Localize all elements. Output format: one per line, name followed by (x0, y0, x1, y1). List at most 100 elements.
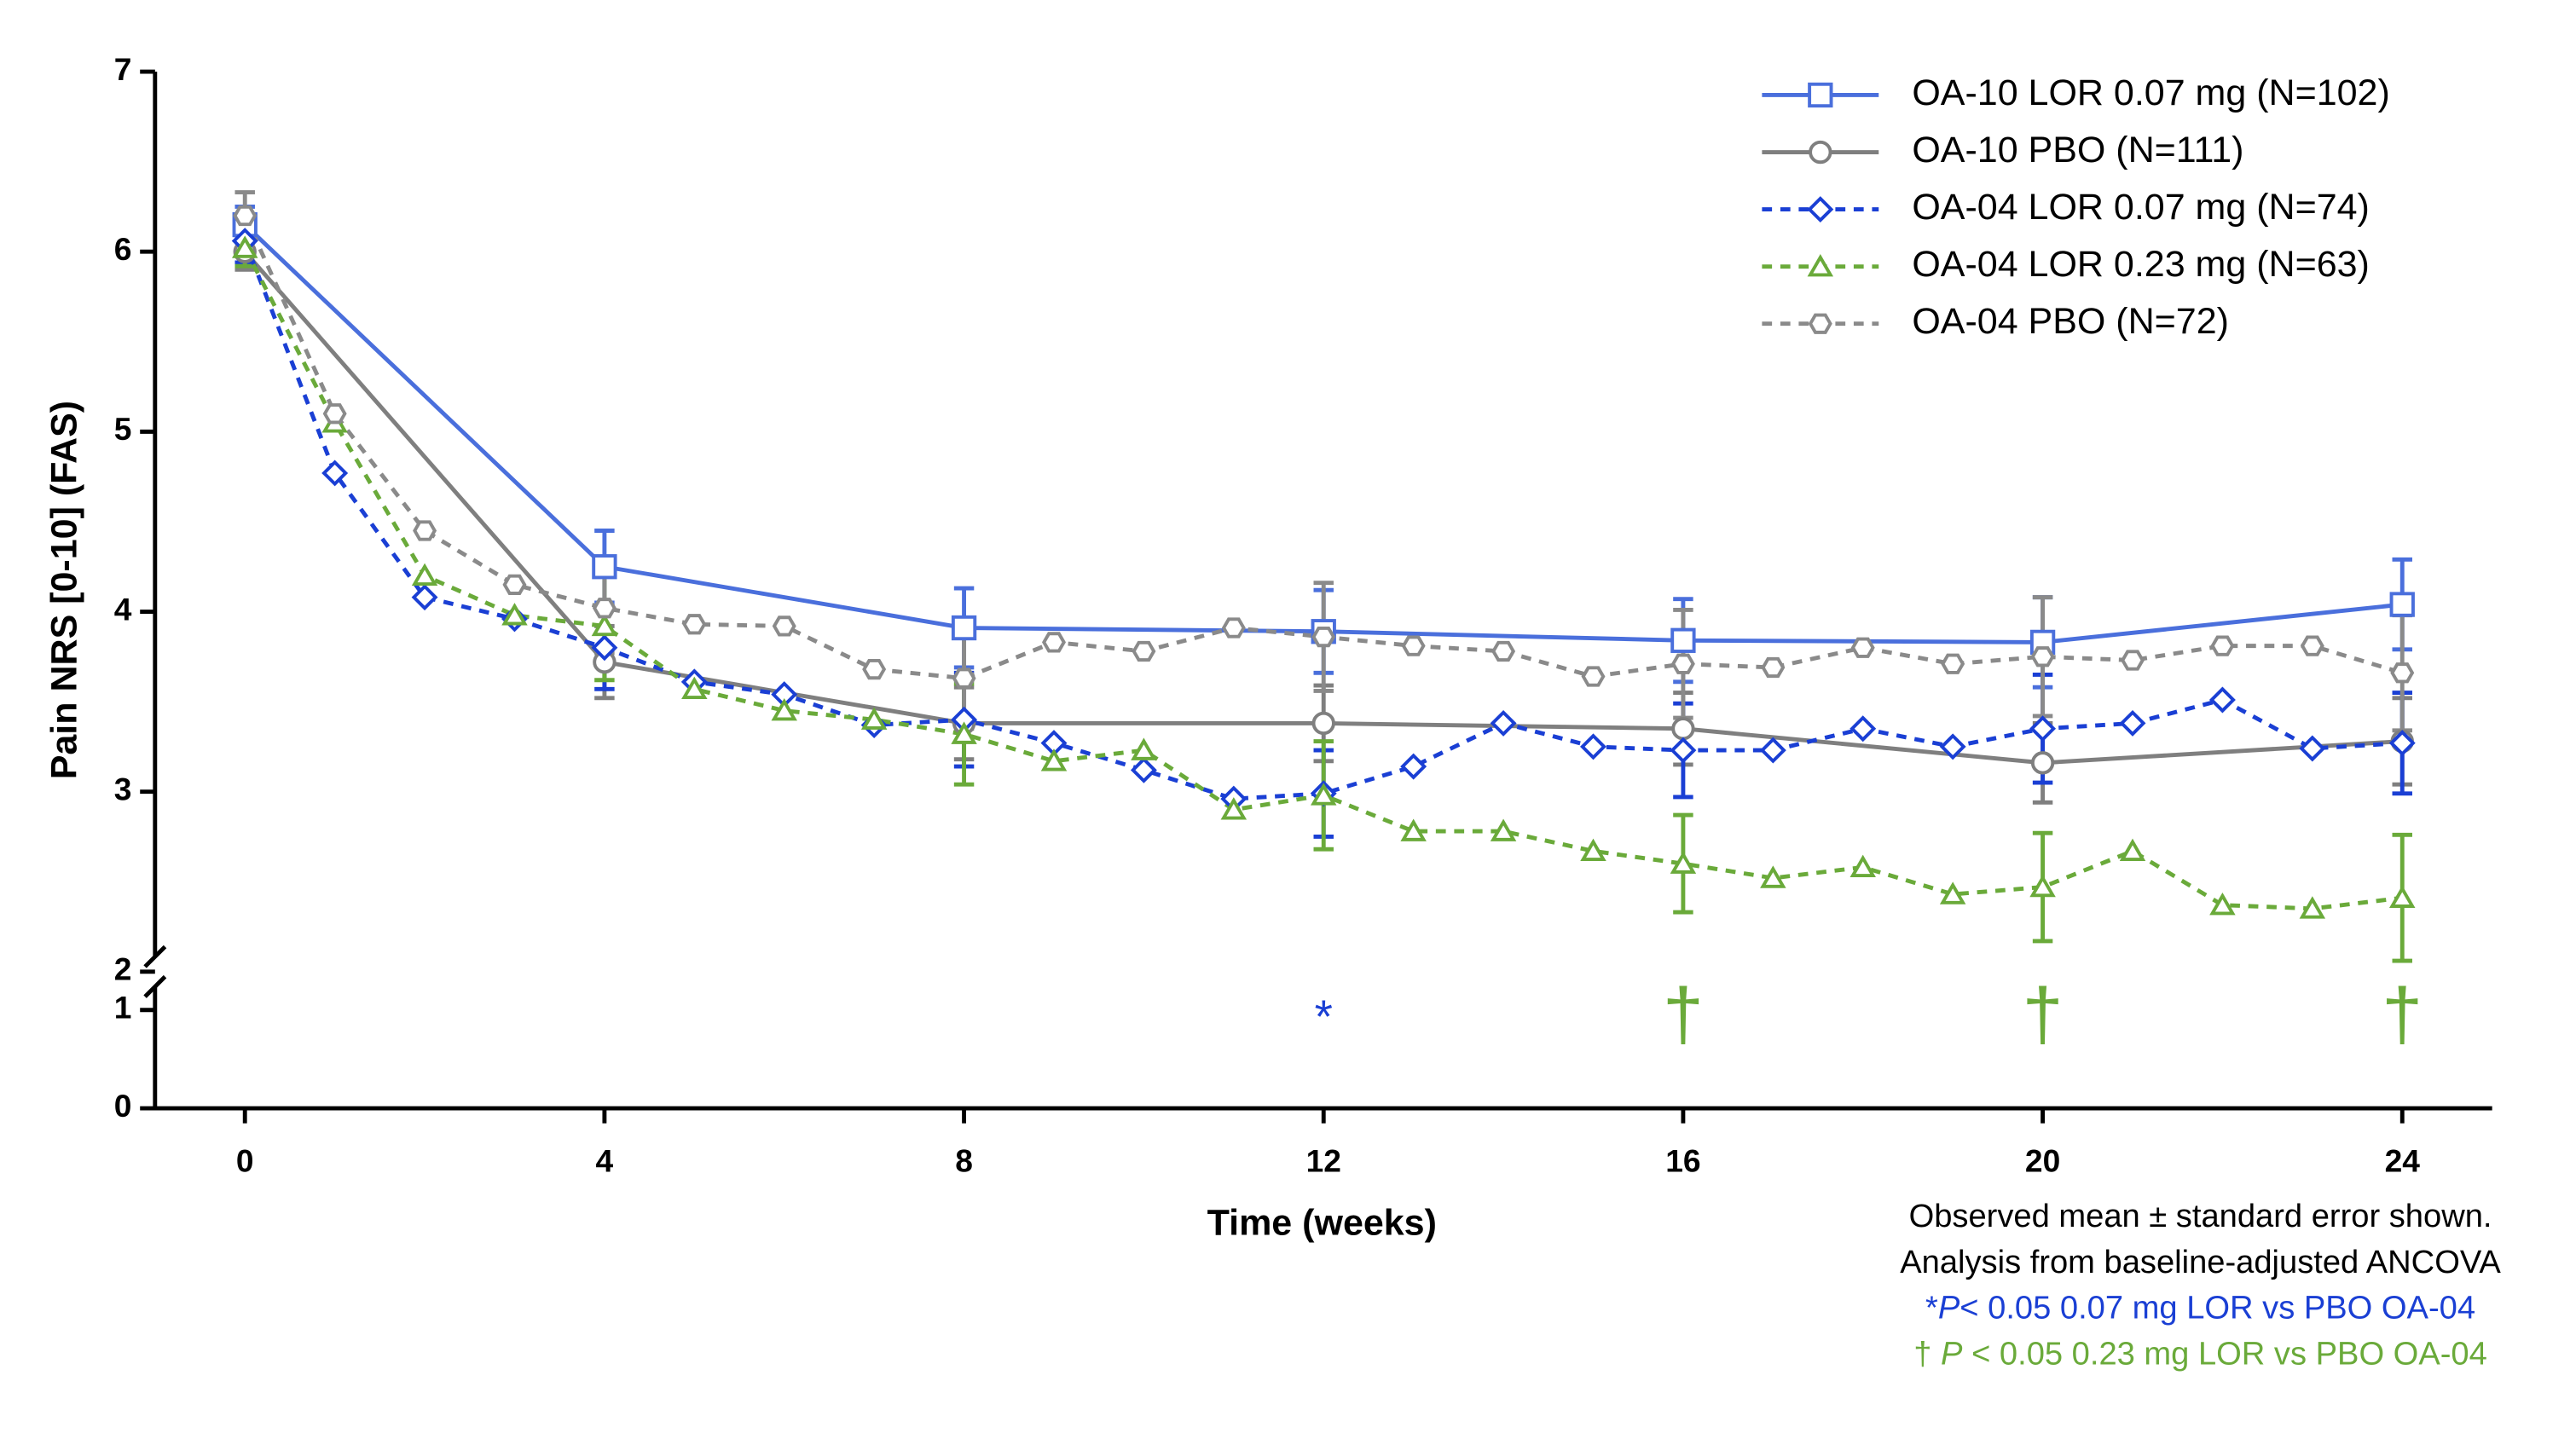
legend-label: OA-04 LOR 0.07 mg (N=74) (1912, 187, 2370, 228)
legend-label: OA-04 LOR 0.23 mg (N=63) (1912, 244, 2370, 285)
significance-mark: * (1315, 990, 1333, 1043)
legend-marker (1808, 313, 1832, 334)
marker (951, 706, 978, 733)
x-tick-label: 0 (236, 1142, 254, 1178)
y-tick-label: 5 (114, 411, 132, 447)
marker (2388, 885, 2416, 908)
marker (2300, 635, 2324, 656)
marker (411, 584, 438, 611)
marker (681, 676, 708, 700)
marker (2390, 662, 2415, 684)
marker (1311, 783, 1337, 806)
x-tick-label: 20 (2025, 1142, 2060, 1178)
marker (1759, 737, 1786, 764)
marker (1581, 666, 1606, 687)
marker (951, 721, 977, 744)
x-tick-label: 16 (1665, 1142, 1700, 1178)
marker (1939, 733, 1966, 760)
y-tick-label: 0 (114, 1088, 132, 1124)
marker (591, 634, 618, 662)
marker (2209, 893, 2236, 916)
marker (2210, 635, 2235, 656)
footnote-part: * (1925, 1290, 1938, 1326)
legend-marker (1808, 82, 1833, 108)
legend-label: OA-10 PBO (N=111) (1912, 130, 2243, 170)
marker (952, 667, 976, 689)
marker (1040, 748, 1068, 772)
marker (771, 681, 798, 708)
marker (1941, 653, 1965, 674)
marker (322, 403, 347, 425)
footnote-part: P (1941, 1335, 1963, 1372)
marker (1220, 797, 1247, 820)
marker (2119, 709, 2146, 737)
marker (1311, 711, 1335, 736)
footnote-part: P (1938, 1290, 1960, 1326)
y-tick-label: 3 (114, 771, 132, 806)
marker (2208, 686, 2236, 714)
marker (682, 614, 707, 635)
marker (501, 603, 528, 626)
marker (2389, 592, 2415, 617)
marker (1670, 627, 1696, 653)
significance-mark: † (1663, 974, 1704, 1055)
marker (1132, 640, 1156, 662)
marker (1670, 653, 1695, 674)
y-tick-label: 2 (114, 951, 132, 987)
y-tick-label: 7 (114, 51, 132, 87)
marker (2299, 896, 2326, 919)
marker (1400, 818, 1427, 841)
marker (592, 598, 617, 619)
marker (1131, 737, 1157, 760)
footnote: Observed mean ± standard error shown. (1909, 1198, 2492, 1234)
footnote-part: Observed mean ± standard error shown. (1909, 1198, 2492, 1234)
marker (231, 235, 258, 258)
marker (233, 205, 258, 227)
marker (1490, 709, 1517, 737)
marker (2029, 874, 2056, 898)
footnote-part: < 0.05 0.07 mg LOR vs PBO OA-04 (1959, 1290, 2475, 1326)
marker (1939, 881, 1966, 904)
marker (1311, 626, 1336, 648)
marker (2030, 646, 2055, 667)
marker (2388, 730, 2416, 757)
legend-label: OA-04 PBO (N=72) (1912, 301, 2229, 342)
legend-marker (1809, 140, 1832, 165)
footnote-part: † (1913, 1335, 1941, 1372)
axis-break (143, 974, 167, 998)
marker (1850, 637, 1875, 658)
legend-label: OA-10 LOR 0.07 mg (N=102) (1912, 72, 2389, 113)
y-axis-title: Pain NRS [0-10] (FAS) (44, 401, 85, 779)
marker (1040, 730, 1068, 757)
marker (2119, 838, 2146, 862)
x-tick-label: 4 (596, 1142, 614, 1178)
plot-area (231, 190, 2416, 963)
x-tick-label: 24 (2385, 1142, 2421, 1178)
marker (771, 697, 797, 721)
legend-marker (1807, 253, 1834, 277)
marker (411, 563, 438, 587)
footnote-part: < 0.05 0.23 mg LOR vs PBO OA-04 (1962, 1335, 2486, 1372)
marker (2030, 751, 2055, 775)
marker (1400, 753, 1427, 780)
marker (1041, 632, 1066, 653)
significance-mark: † (2382, 974, 2423, 1055)
marker (862, 658, 887, 680)
marker (591, 613, 618, 637)
y-tick-label: 1 (114, 990, 132, 1026)
footnote: *P< 0.05 0.07 mg LOR vs PBO OA-04 (1925, 1290, 2475, 1326)
marker (1670, 737, 1697, 764)
footnote-part: Analysis from baseline-adjusted ANCOVA (1900, 1244, 2501, 1280)
marker (1401, 635, 1426, 656)
legend-marker (1807, 196, 1834, 223)
marker (1130, 756, 1157, 783)
marker (860, 707, 888, 730)
marker (2029, 715, 2057, 743)
marker (2299, 735, 2326, 762)
marker (1761, 656, 1786, 679)
marker (413, 520, 437, 541)
marker (1221, 617, 1246, 639)
footnote: Analysis from baseline-adjusted ANCOVA (1900, 1244, 2501, 1280)
